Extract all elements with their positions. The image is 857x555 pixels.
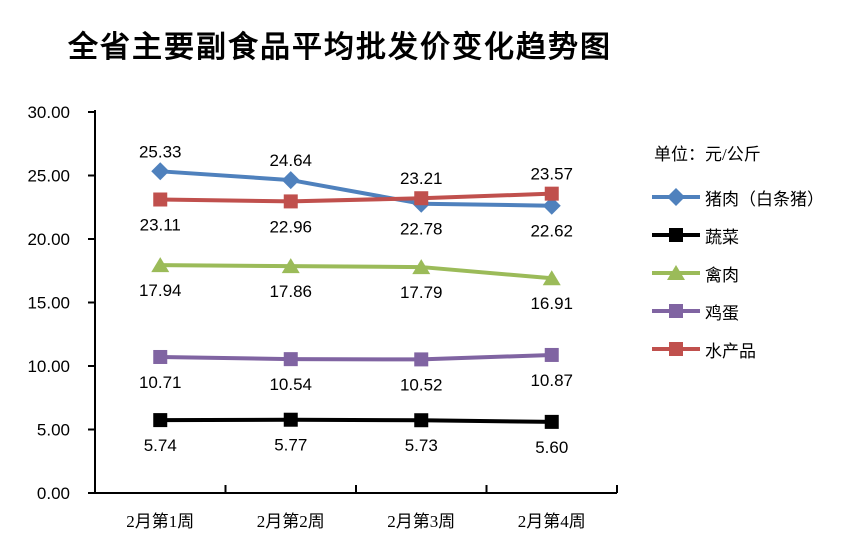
data-label: 10.52 [400,375,443,394]
data-point-marker [281,171,300,190]
data-point-marker [414,191,429,206]
data-point-marker [151,162,170,181]
chart-title: 全省主要副食品平均批发价变化趋势图 [68,31,612,64]
data-point-marker [412,259,431,275]
series-line [158,263,554,281]
data-point-marker [151,257,170,273]
legend-item: 蔬菜 [652,225,852,247]
data-label: 5.74 [144,436,177,455]
data-label: 10.71 [139,373,182,392]
data-point-marker [544,347,559,362]
data-label: 24.64 [269,151,312,170]
data-point-marker [544,186,559,201]
y-tick-label: 30.00 [27,103,70,122]
data-label: 5.77 [274,436,307,455]
legend-item: 猪肉（白条猪） [652,187,852,209]
series-line [158,191,554,204]
legend-marker-square [652,304,700,318]
legend-marker-shape [669,342,683,356]
series-line [158,169,554,208]
data-point-marker [281,258,300,274]
data-label: 23.57 [530,165,573,184]
legend-marker-shape [669,228,683,242]
y-tick-label: 20.00 [27,230,70,249]
data-label: 5.73 [405,436,438,455]
data-point-marker [153,349,168,364]
legend-item: 鸡蛋 [652,301,852,323]
data-point-marker [542,196,561,215]
unit-label: 单位：元/公斤 [654,145,761,164]
data-point-marker [283,194,298,209]
y-tick-label: 15.00 [27,294,70,313]
data-label: 22.62 [530,222,573,241]
legend-marker-triangle [652,265,700,280]
y-tick-label: 0.00 [37,484,70,503]
legend-marker-square [652,228,700,242]
data-point-marker [414,352,429,367]
y-tick-label: 5.00 [37,421,70,440]
series-line [158,352,554,362]
data-label: 23.21 [400,169,443,188]
legend-marker-shape [667,188,685,206]
legend-marker-shape [669,304,683,318]
data-point-marker [283,352,298,367]
legend-item: 禽肉 [652,263,852,285]
data-label: 16.91 [530,294,573,313]
y-tick-label: 10.00 [27,357,70,376]
data-label: 17.94 [139,281,182,300]
legend-item-label: 水产品 [705,341,756,361]
data-label: 5.60 [535,438,568,457]
data-label: 23.11 [140,216,181,235]
legend-item-label: 禽肉 [705,265,739,285]
x-axis-label: 2月第2周 [257,512,325,531]
data-label: 10.87 [530,371,573,390]
legend: 单位：元/公斤 猪肉（白条猪） 蔬菜禽肉鸡蛋水产品 [652,140,852,377]
legend-items: 猪肉（白条猪） 蔬菜禽肉鸡蛋水产品 [652,187,852,361]
y-tick-label: 25.00 [27,167,70,186]
data-point-marker [414,413,429,428]
data-point-marker [283,412,298,427]
legend-item-label: 猪肉（白条猪） [705,189,824,209]
data-point-marker [153,413,168,428]
data-label: 22.96 [269,217,312,236]
legend-item: 水产品 [652,339,852,361]
data-label: 25.33 [139,142,182,161]
x-axis-label: 2月第1周 [126,512,194,531]
plot-area: 30.00 25.00 20.00 15.00 10.00 5.00 0.00 2月第1周 2月… [27,103,618,531]
legend-item-label: 鸡蛋 [705,303,739,323]
legend-item-label: 蔬菜 [705,227,739,247]
data-label: 22.78 [400,220,443,239]
data-label: 10.54 [269,375,312,394]
series-line [158,417,554,424]
data-point-marker [542,270,561,286]
data-label: 17.79 [400,283,443,302]
x-axis-label: 2月第4周 [518,512,586,531]
legend-marker-shape [667,265,685,280]
data-label: 17.86 [269,282,312,301]
legend-marker-square [652,342,700,356]
legend-marker-diamond [652,188,700,206]
x-axis-label: 2月第3周 [387,512,455,531]
data-point-marker [153,192,168,207]
data-point-marker [544,414,559,429]
